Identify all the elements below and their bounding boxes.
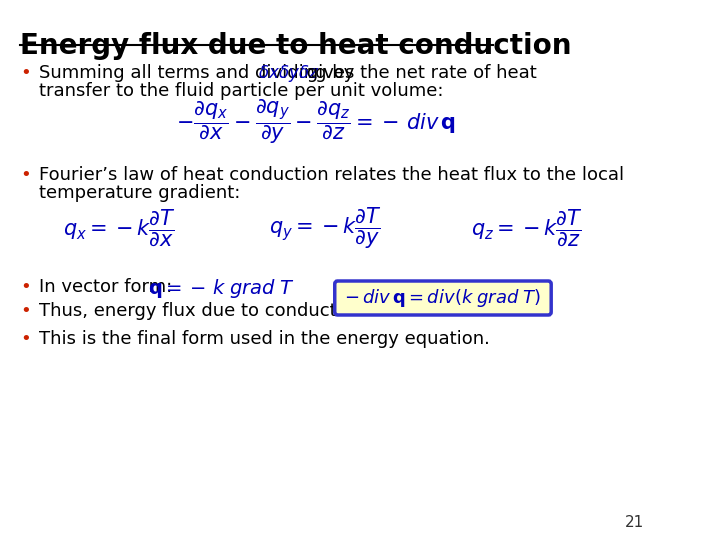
Text: Summing all terms and dividing by: Summing all terms and dividing by [38, 64, 360, 82]
Text: temperature gradient:: temperature gradient: [38, 184, 240, 202]
Text: •: • [20, 278, 31, 296]
Text: $q_z = -k\dfrac{\partial T}{\partial z}$: $q_z = -k\dfrac{\partial T}{\partial z}$ [472, 207, 583, 248]
Text: transfer to the fluid particle per unit volume:: transfer to the fluid particle per unit … [38, 82, 443, 100]
Text: gives the net rate of heat: gives the net rate of heat [300, 64, 536, 82]
Text: •: • [20, 330, 31, 348]
Text: In vector form:: In vector form: [38, 278, 184, 296]
Text: •: • [20, 166, 31, 184]
Text: $-\dfrac{\partial q_x}{\partial x} - \dfrac{\partial q_y}{\partial y} - \dfrac{\: $-\dfrac{\partial q_x}{\partial x} - \df… [176, 98, 456, 146]
Text: $\mathbf{q} = -\,k\;grad\;T$: $\mathbf{q} = -\,k\;grad\;T$ [148, 277, 295, 300]
FancyBboxPatch shape [335, 281, 552, 315]
Text: $\delta x \delta y \delta z$: $\delta x \delta y \delta z$ [258, 63, 320, 84]
Text: Energy flux due to heat conduction: Energy flux due to heat conduction [20, 32, 572, 60]
Text: Fourier’s law of heat conduction relates the heat flux to the local: Fourier’s law of heat conduction relates… [38, 166, 624, 184]
Text: •: • [20, 302, 31, 320]
Text: This is the final form used in the energy equation.: This is the final form used in the energ… [38, 330, 490, 348]
Text: $q_y = -k\dfrac{\partial T}{\partial y}$: $q_y = -k\dfrac{\partial T}{\partial y}$ [269, 205, 382, 251]
Text: $q_x = -k\dfrac{\partial T}{\partial x}$: $q_x = -k\dfrac{\partial T}{\partial x}$ [63, 207, 176, 248]
Text: •: • [20, 64, 31, 82]
Text: $-\,div\,\mathbf{q} = div(k\;grad\;T)$: $-\,div\,\mathbf{q} = div(k\;grad\;T)$ [344, 287, 541, 309]
Text: 21: 21 [624, 515, 644, 530]
Text: Thus, energy flux due to conduction:: Thus, energy flux due to conduction: [38, 302, 370, 320]
